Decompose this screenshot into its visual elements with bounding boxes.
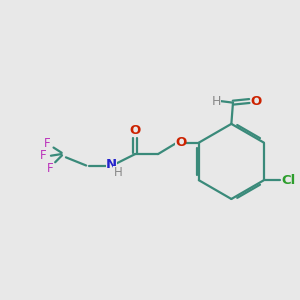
Text: O: O xyxy=(251,94,262,107)
Text: H: H xyxy=(113,166,122,178)
Text: F: F xyxy=(47,162,54,175)
Text: F: F xyxy=(44,137,51,150)
Text: Cl: Cl xyxy=(281,174,296,187)
Text: N: N xyxy=(106,158,117,171)
Text: O: O xyxy=(130,124,141,137)
Text: H: H xyxy=(211,94,221,107)
Text: O: O xyxy=(175,136,187,149)
Text: F: F xyxy=(40,149,46,162)
